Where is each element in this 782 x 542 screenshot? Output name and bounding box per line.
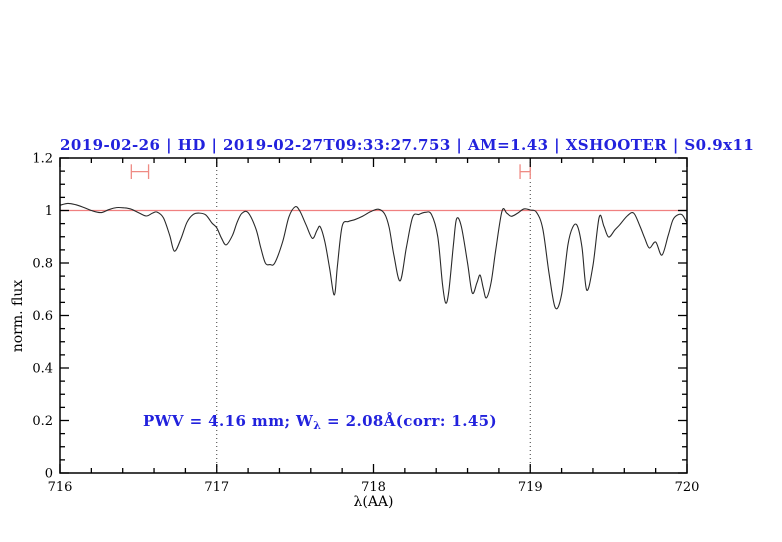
y-axis-tick-label: 0.4 bbox=[32, 362, 53, 377]
pwv-annotation-suffix: = 2.08Å(corr: 1.45) bbox=[321, 412, 498, 430]
y-axis-tick-label: 0.8 bbox=[32, 257, 53, 272]
equivalent-width-marker bbox=[130, 164, 150, 179]
x-axis-title: λ(AA) bbox=[353, 494, 394, 510]
x-axis-tick-label: 717 bbox=[204, 480, 229, 495]
x-axis-tick-label: 719 bbox=[518, 480, 543, 495]
x-axis-tick-label: 720 bbox=[675, 480, 700, 495]
pwv-annotation: PWV = 4.16 mm; Wλ = 2.08Å(corr: 1.45) bbox=[143, 412, 497, 432]
y-axis-tick-label: 1.2 bbox=[32, 152, 53, 167]
axes-frame-layer bbox=[59, 157, 688, 474]
spectrum-series-layer bbox=[59, 202, 688, 310]
pwv-annotation-subscript: λ bbox=[313, 419, 322, 432]
y-axis-title: norm. flux bbox=[10, 280, 26, 353]
tick-labels-layer: 716 717 718 719 720 0 0.2 0.4 0.6 0.8 1 1.2 bbox=[32, 152, 699, 496]
y-axis-tick-label: 0.6 bbox=[32, 309, 53, 324]
y-axis-tick-label: 1 bbox=[45, 204, 53, 219]
y-axis-tick-label: 0.2 bbox=[32, 414, 53, 429]
x-axis-tick-label: 716 bbox=[48, 480, 73, 495]
spectrum-line bbox=[59, 202, 688, 310]
equivalent-width-marker bbox=[519, 164, 531, 179]
y-axis-tick-label: 0 bbox=[45, 467, 53, 482]
x-axis-tick-label: 718 bbox=[361, 480, 386, 495]
range-markers-layer bbox=[130, 164, 531, 179]
pwv-annotation-prefix: PWV = 4.16 mm; W bbox=[143, 412, 314, 430]
